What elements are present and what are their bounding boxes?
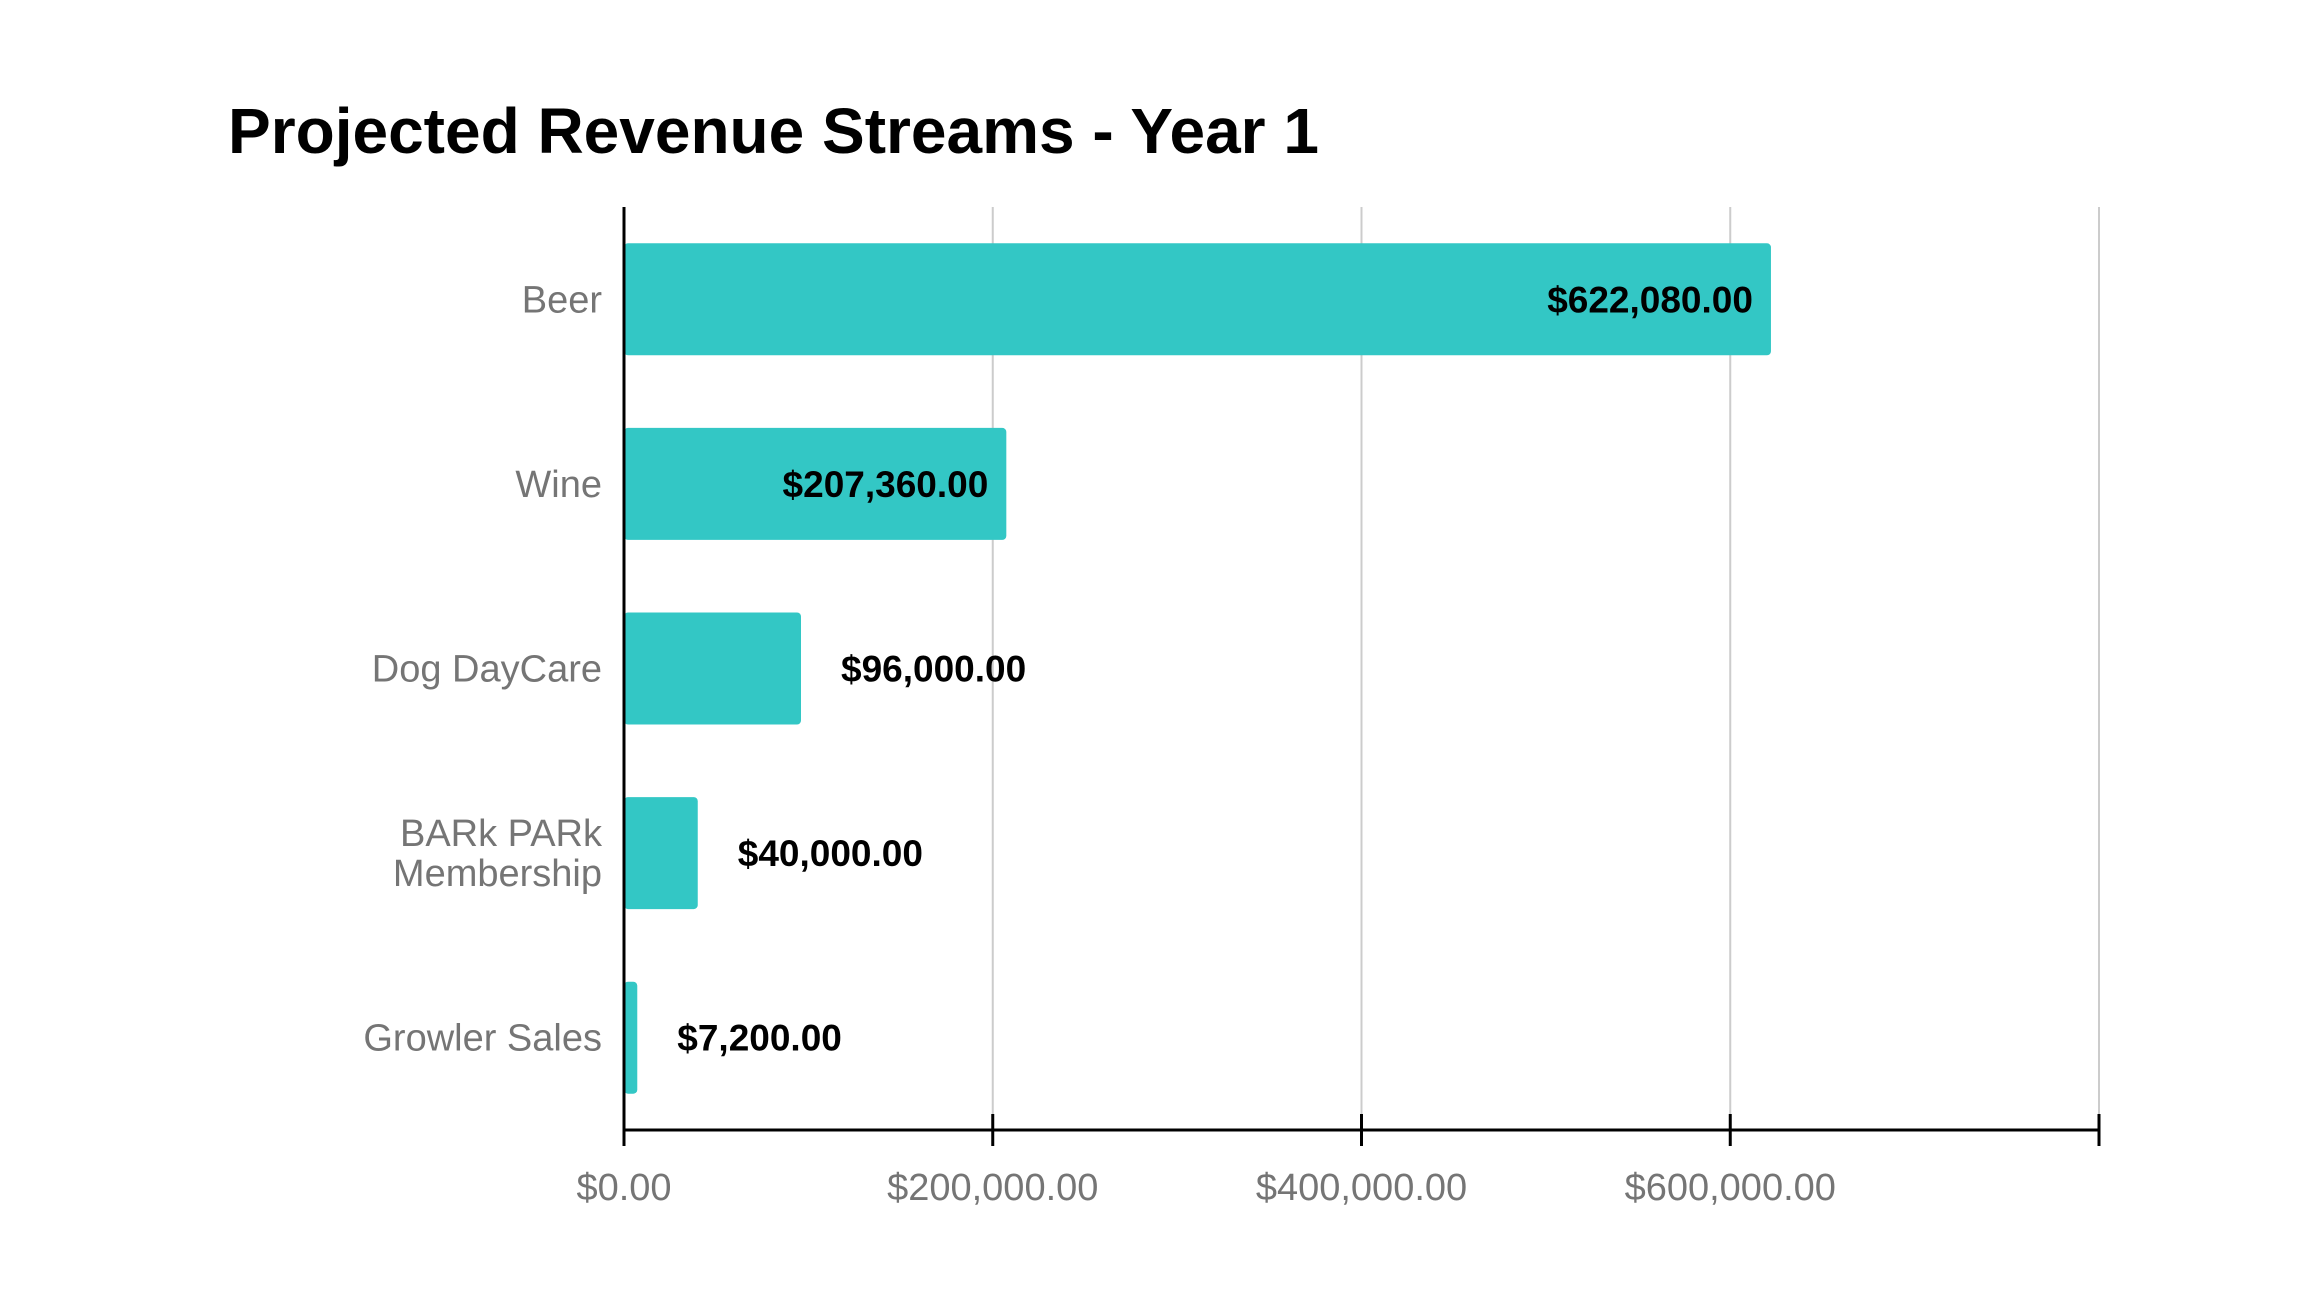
bar <box>624 981 638 1094</box>
x-tick-label: $0.00 <box>576 1167 671 1209</box>
category-labels: Beer Wine Dog DayCare BARk PARk Membership Gr… <box>363 279 603 1059</box>
x-tick-label: $200,000.00 <box>887 1167 1098 1209</box>
bars <box>624 243 1771 1094</box>
category-label: Growler Sales <box>363 1018 602 1060</box>
x-tick-label: $400,000.00 <box>1256 1167 1467 1209</box>
bar <box>624 612 801 725</box>
x-tick-label: $600,000.00 <box>1625 1167 1836 1209</box>
bar <box>624 797 698 910</box>
chart-title: Projected Revenue Streams - Year 1 <box>228 95 1319 167</box>
grid-lines <box>991 207 2100 1130</box>
bar <box>624 243 1771 356</box>
x-axis: $0.00 $200,000.00 $400,000.00 $600,000.00 <box>576 207 2101 1209</box>
data-labels: $622,080.00 $207,360.00 $96,000.00 $40,000.… <box>677 279 1753 1058</box>
data-label: $622,080.00 <box>1547 279 1753 320</box>
data-label: $40,000.00 <box>738 833 923 874</box>
category-label: BARk PARk Membership <box>393 813 603 895</box>
category-label: Beer <box>522 279 603 321</box>
bar <box>624 427 1007 540</box>
data-label: $96,000.00 <box>841 649 1026 690</box>
data-label: $7,200.00 <box>677 1018 842 1059</box>
category-label: Dog DayCare <box>372 649 602 691</box>
data-label: $207,360.00 <box>783 464 989 505</box>
category-label: Wine <box>515 464 602 506</box>
